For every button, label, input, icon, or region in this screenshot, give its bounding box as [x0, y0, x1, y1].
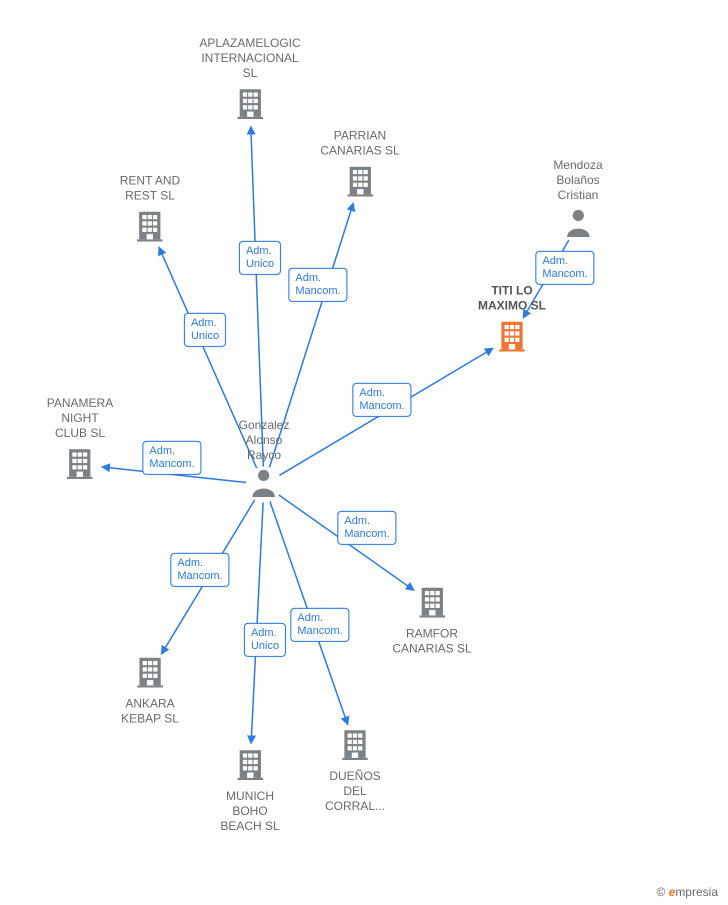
node-label: ANKARA KEBAP SL: [121, 697, 179, 727]
edge-label: Adm. Mancom.: [288, 268, 347, 302]
footer-credit: © empresia: [656, 885, 718, 899]
edge-line: [251, 126, 264, 466]
edge-label: Adm. Mancom.: [352, 383, 411, 417]
node-center: Gonzalez Alonso Rayco: [239, 418, 290, 502]
node-duenos: DUEÑOS DEL CORRAL...: [325, 726, 385, 814]
node-rent: RENT AND REST SL: [120, 174, 180, 247]
edge-label: Adm. Mancom.: [337, 511, 396, 545]
edge-label: Adm. Mancom.: [142, 441, 201, 475]
building-icon: [478, 318, 546, 357]
building-icon: [47, 445, 113, 484]
building-icon: [320, 163, 399, 202]
node-label: TITI LO MAXIMO SL: [478, 284, 546, 314]
node-mendoza: Mendoza Bolaños Cristian: [553, 158, 602, 242]
copyright: ©: [656, 885, 665, 899]
building-icon: [325, 726, 385, 765]
brand-rest: mpresia: [675, 885, 718, 899]
node-parrian: PARRIAN CANARIAS SL: [320, 129, 399, 202]
building-icon: [392, 584, 471, 623]
edge-label: Adm. Mancom.: [170, 553, 229, 587]
person-icon: [239, 467, 290, 502]
node-label: PANAMERA NIGHT CLUB SL: [47, 396, 113, 441]
building-icon: [121, 654, 179, 693]
node-label: RAMFOR CANARIAS SL: [392, 627, 471, 657]
edge-label: Adm. Unico: [244, 623, 286, 657]
node-label: MUNICH BOHO BEACH SL: [220, 789, 279, 834]
node-label: PARRIAN CANARIAS SL: [320, 129, 399, 159]
edge-label: Adm. Unico: [239, 241, 281, 275]
node-label: Gonzalez Alonso Rayco: [239, 418, 290, 463]
edge-label: Adm. Unico: [184, 313, 226, 347]
node-label: DUEÑOS DEL CORRAL...: [325, 769, 385, 814]
node-label: APLAZAMELOGIC INTERNACIONAL SL: [199, 36, 300, 81]
node-munich: MUNICH BOHO BEACH SL: [220, 746, 279, 834]
node-aplaz: APLAZAMELOGIC INTERNACIONAL SL: [199, 36, 300, 124]
building-icon: [199, 85, 300, 124]
building-icon: [220, 746, 279, 785]
node-ramfor: RAMFOR CANARIAS SL: [392, 584, 471, 657]
node-ankara: ANKARA KEBAP SL: [121, 654, 179, 727]
node-label: RENT AND REST SL: [120, 174, 180, 204]
node-panamera: PANAMERA NIGHT CLUB SL: [47, 396, 113, 484]
building-icon: [120, 208, 180, 247]
edge-label: Adm. Mancom.: [290, 608, 349, 642]
node-titi: TITI LO MAXIMO SL: [478, 284, 546, 357]
node-label: Mendoza Bolaños Cristian: [553, 158, 602, 203]
person-icon: [553, 207, 602, 242]
edge-label: Adm. Mancom.: [535, 251, 594, 285]
